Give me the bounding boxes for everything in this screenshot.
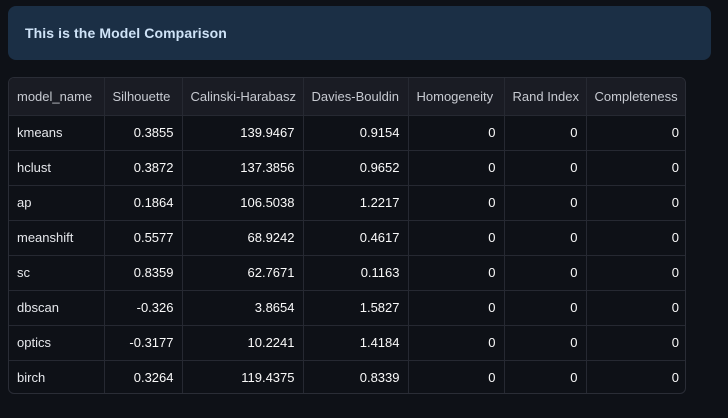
metric-cell[interactable]: 0.8339 [303,360,409,393]
metric-cell[interactable]: 0.5577 [104,220,183,256]
metric-cell[interactable]: 0 [586,150,685,186]
column-header-silhouette[interactable]: Silhouette [104,78,183,116]
table-row: meanshift 0.5577 68.9242 0.4617 0 0 0 [9,220,685,256]
model-comparison-table[interactable]: model_name Silhouette Calinski-Harabasz Dav… [8,77,686,394]
column-header-completeness[interactable]: Completeness [586,78,685,116]
metric-cell[interactable]: 0 [408,115,505,151]
metric-cell[interactable]: 0 [586,220,685,256]
column-header-calinski-harabasz[interactable]: Calinski-Harabasz [182,78,304,116]
column-header-model-name[interactable]: model_name [9,78,105,116]
column-header-rand-index[interactable]: Rand Index [504,78,587,116]
metric-cell[interactable]: 10.2241 [182,325,304,361]
model-name-cell[interactable]: ap [9,185,105,221]
metric-cell[interactable]: 0 [504,115,587,151]
metric-cell[interactable]: 0.3264 [104,360,183,393]
metric-cell[interactable]: 0.3855 [104,115,183,151]
table-row: kmeans 0.3855 139.9467 0.9154 0 0 0 [9,115,685,151]
column-header-homogeneity[interactable]: Homogeneity [408,78,505,116]
metric-cell[interactable]: 0 [408,185,505,221]
metric-cell[interactable]: 0 [408,360,505,393]
metric-cell[interactable]: 0 [586,115,685,151]
metric-cell[interactable]: 3.8654 [182,290,304,326]
metric-cell[interactable]: 0 [504,290,587,326]
metric-cell[interactable]: 0 [671,370,679,386]
model-name-cell[interactable]: hclust [9,150,105,186]
metric-cell[interactable]: 0 [408,290,505,326]
metric-cell[interactable]: 0 [504,325,587,361]
metric-cell[interactable]: 0 [408,220,505,256]
metric-cell[interactable]: 0 [504,220,587,256]
metric-cell[interactable]: 0 [586,255,685,291]
metric-cell[interactable]: 0 [408,150,505,186]
model-name-cell[interactable]: meanshift [9,220,105,256]
metric-cell[interactable]: 1.5827 [303,290,409,326]
table-row: optics -0.3177 10.2241 1.4184 0 0 0 [9,325,685,361]
table-row: ap 0.1864 106.5038 1.2217 0 0 0 [9,185,685,221]
model-name-cell[interactable]: kmeans [9,115,105,151]
metric-cell[interactable]: 0 [504,185,587,221]
model-name-cell[interactable]: dbscan [9,290,105,326]
metric-cell[interactable]: 106.5038 [182,185,304,221]
metric-cell[interactable]: 0 [586,185,685,221]
model-name-cell[interactable]: sc [9,255,105,291]
metric-cell[interactable]: 62.7671 [182,255,304,291]
metric-cell[interactable]: 0 [504,150,587,186]
info-banner: This is the Model Comparison [8,6,711,60]
table-row: dbscan -0.326 3.8654 1.5827 0 0 0 [9,290,685,326]
metric-cell[interactable]: 139.9467 [182,115,304,151]
table-body: kmeans 0.3855 139.9467 0.9154 0 0 0 hclust 0.387… [9,115,685,393]
banner-text: This is the Model Comparison [25,25,227,41]
metric-cell[interactable]: 0 [586,290,685,326]
metric-cell[interactable]: 0.8359 [104,255,183,291]
column-header-davies-bouldin[interactable]: Davies-Bouldin [303,78,409,116]
metric-cell[interactable]: 0 [504,360,587,393]
metric-cell[interactable]: 0 [408,255,505,291]
model-name-cell[interactable]: birch [9,360,105,393]
metric-cell[interactable]: -0.326 [104,290,183,326]
metric-cell[interactable]: 0 [586,325,685,361]
metric-cell[interactable]: 0.4617 [303,220,409,256]
metric-cell[interactable]: 0.1163 [303,255,409,291]
metric-cell[interactable]: 0.9154 [303,115,409,151]
table-row: birch 0.3264 119.4375 0.8339 0 0 0 [9,360,685,393]
metric-cell[interactable]: 68.9242 [182,220,304,256]
metric-cell[interactable]: 0.9652 [303,150,409,186]
data-table: model_name Silhouette Calinski-Harabasz Dav… [9,78,685,393]
metric-cell[interactable]: 1.4184 [303,325,409,361]
metric-cell[interactable]: 1.2217 [303,185,409,221]
metric-cell[interactable]: 119.4375 [182,360,304,393]
metric-cell[interactable]: 0 [504,255,587,291]
model-name-cell[interactable]: optics [9,325,105,361]
metric-cell[interactable]: -0.3177 [104,325,183,361]
metric-cell[interactable]: 137.3856 [182,150,304,186]
table-header: model_name Silhouette Calinski-Harabasz Dav… [9,78,685,116]
metric-cell[interactable]: 0 [408,325,505,361]
table-row: hclust 0.3872 137.3856 0.9652 0 0 0 [9,150,685,186]
metric-cell[interactable]: 0.1864 [104,185,183,221]
header-row: model_name Silhouette Calinski-Harabasz Dav… [9,78,685,116]
table-row: sc 0.8359 62.7671 0.1163 0 0 0 [9,255,685,291]
metric-cell[interactable]: 0.3872 [104,150,183,186]
